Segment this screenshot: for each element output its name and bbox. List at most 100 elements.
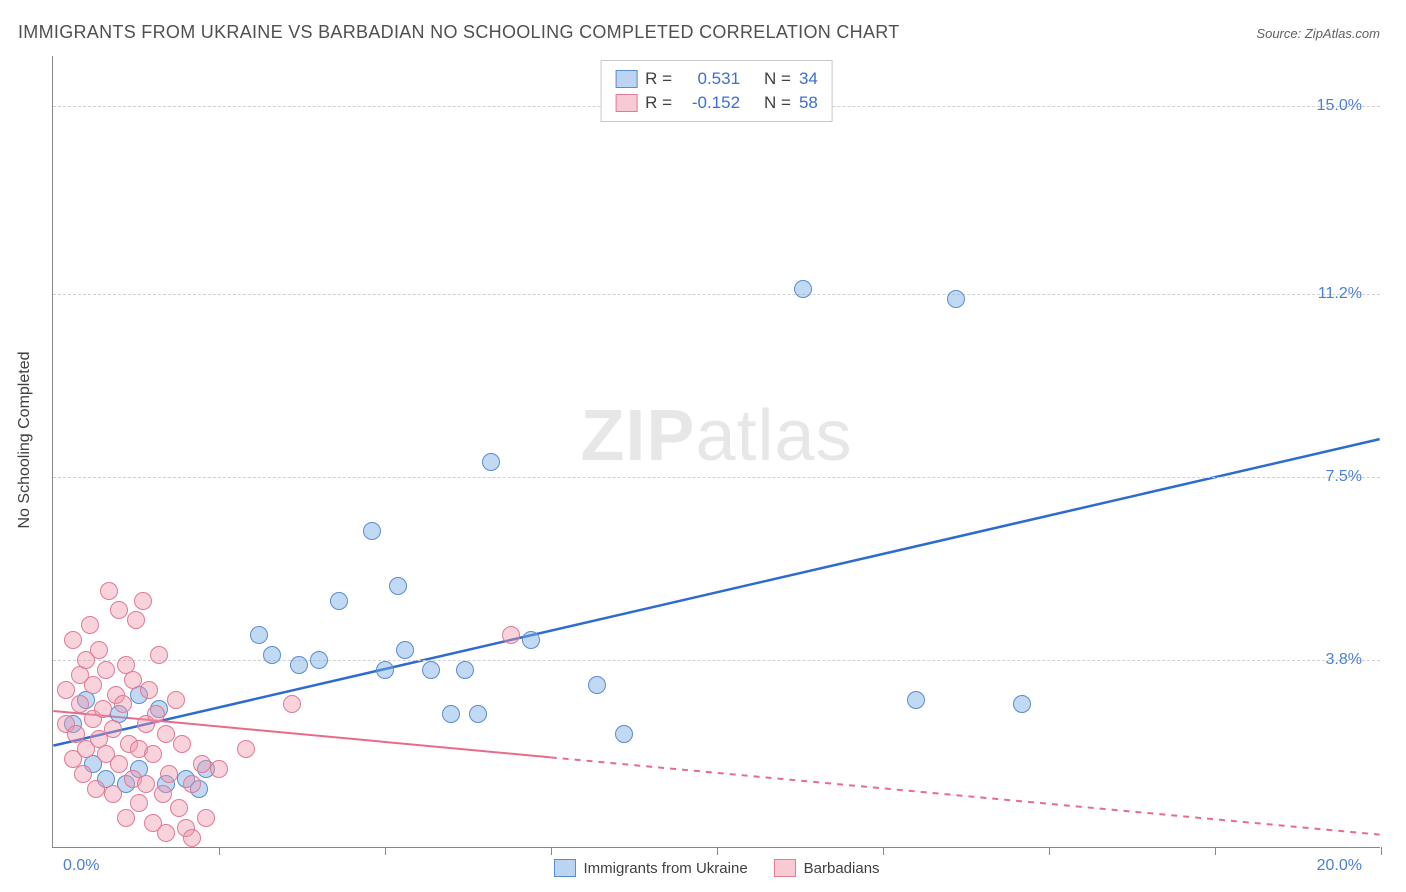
r-value-blue: 0.531 bbox=[680, 69, 740, 89]
data-point bbox=[170, 799, 188, 817]
data-point bbox=[389, 577, 407, 595]
data-point bbox=[137, 775, 155, 793]
data-point bbox=[157, 725, 175, 743]
source-attribution: Source: ZipAtlas.com bbox=[1256, 26, 1380, 41]
data-point bbox=[147, 705, 165, 723]
data-point bbox=[157, 824, 175, 842]
data-point bbox=[502, 626, 520, 644]
trend-lines-svg bbox=[53, 56, 1380, 847]
data-point bbox=[794, 280, 812, 298]
data-point bbox=[210, 760, 228, 778]
legend-row-pink: R = -0.152 N = 58 bbox=[615, 91, 818, 115]
r-label: R = bbox=[645, 93, 672, 113]
data-point bbox=[110, 755, 128, 773]
data-point bbox=[104, 720, 122, 738]
n-label: N = bbox=[764, 93, 791, 113]
x-tick bbox=[883, 847, 884, 855]
data-point bbox=[193, 755, 211, 773]
x-tick bbox=[1215, 847, 1216, 855]
y-tick-label: 15.0% bbox=[1317, 97, 1362, 115]
swatch-pink bbox=[615, 94, 637, 112]
data-point bbox=[197, 809, 215, 827]
x-tick bbox=[385, 847, 386, 855]
data-point bbox=[456, 661, 474, 679]
legend-item-blue: Immigrants from Ukraine bbox=[553, 859, 747, 877]
data-point bbox=[947, 290, 965, 308]
source-label: Source: bbox=[1256, 26, 1301, 41]
n-value-blue: 34 bbox=[799, 69, 818, 89]
data-point bbox=[94, 700, 112, 718]
chart-title: IMMIGRANTS FROM UKRAINE VS BARBADIAN NO … bbox=[18, 22, 900, 43]
gridline bbox=[53, 660, 1380, 661]
data-point bbox=[100, 582, 118, 600]
series-name-pink: Barbadians bbox=[804, 860, 880, 877]
data-point bbox=[330, 592, 348, 610]
data-point bbox=[64, 631, 82, 649]
data-point bbox=[396, 641, 414, 659]
data-point bbox=[84, 676, 102, 694]
data-point bbox=[290, 656, 308, 674]
data-point bbox=[90, 641, 108, 659]
x-tick bbox=[717, 847, 718, 855]
y-tick-label: 3.8% bbox=[1326, 651, 1362, 669]
x-axis-min-label: 0.0% bbox=[63, 857, 99, 875]
legend-row-blue: R = 0.531 N = 34 bbox=[615, 67, 818, 91]
swatch-blue bbox=[553, 859, 575, 877]
data-point bbox=[173, 735, 191, 753]
chart-area: ZIPatlas R = 0.531 N = 34 R = -0.152 N =… bbox=[52, 56, 1380, 848]
n-value-pink: 58 bbox=[799, 93, 818, 113]
data-point bbox=[74, 765, 92, 783]
data-point bbox=[422, 661, 440, 679]
data-point bbox=[127, 611, 145, 629]
data-point bbox=[144, 745, 162, 763]
swatch-blue bbox=[615, 70, 637, 88]
r-label: R = bbox=[645, 69, 672, 89]
plot-region: ZIPatlas R = 0.531 N = 34 R = -0.152 N =… bbox=[52, 56, 1380, 848]
n-label: N = bbox=[764, 69, 791, 89]
data-point bbox=[183, 775, 201, 793]
data-point bbox=[482, 453, 500, 471]
series-legend: Immigrants from Ukraine Barbadians bbox=[553, 859, 879, 877]
data-point bbox=[167, 691, 185, 709]
data-point bbox=[114, 695, 132, 713]
y-axis-label: No Schooling Completed bbox=[16, 352, 34, 529]
data-point bbox=[130, 794, 148, 812]
data-point bbox=[250, 626, 268, 644]
x-tick bbox=[1381, 847, 1382, 855]
y-tick-label: 7.5% bbox=[1326, 468, 1362, 486]
gridline bbox=[53, 294, 1380, 295]
data-point bbox=[522, 631, 540, 649]
trend-line bbox=[53, 439, 1379, 746]
data-point bbox=[104, 785, 122, 803]
r-value-pink: -0.152 bbox=[680, 93, 740, 113]
legend-item-pink: Barbadians bbox=[774, 859, 880, 877]
data-point bbox=[97, 661, 115, 679]
series-name-blue: Immigrants from Ukraine bbox=[583, 860, 747, 877]
x-tick bbox=[1049, 847, 1050, 855]
data-point bbox=[1013, 695, 1031, 713]
watermark: ZIPatlas bbox=[580, 395, 852, 477]
data-point bbox=[154, 785, 172, 803]
y-tick-label: 11.2% bbox=[1318, 285, 1362, 303]
data-point bbox=[183, 829, 201, 847]
data-point bbox=[283, 695, 301, 713]
swatch-pink bbox=[774, 859, 796, 877]
x-tick bbox=[551, 847, 552, 855]
data-point bbox=[363, 522, 381, 540]
data-point bbox=[71, 695, 89, 713]
data-point bbox=[907, 691, 925, 709]
data-point bbox=[140, 681, 158, 699]
data-point bbox=[615, 725, 633, 743]
data-point bbox=[150, 646, 168, 664]
data-point bbox=[124, 671, 142, 689]
correlation-legend: R = 0.531 N = 34 R = -0.152 N = 58 bbox=[600, 60, 833, 122]
x-tick bbox=[219, 847, 220, 855]
source-link[interactable]: ZipAtlas.com bbox=[1305, 26, 1380, 41]
data-point bbox=[134, 592, 152, 610]
data-point bbox=[110, 601, 128, 619]
data-point bbox=[57, 681, 75, 699]
trend-line-dashed bbox=[551, 757, 1380, 834]
data-point bbox=[87, 780, 105, 798]
data-point bbox=[469, 705, 487, 723]
data-point bbox=[310, 651, 328, 669]
